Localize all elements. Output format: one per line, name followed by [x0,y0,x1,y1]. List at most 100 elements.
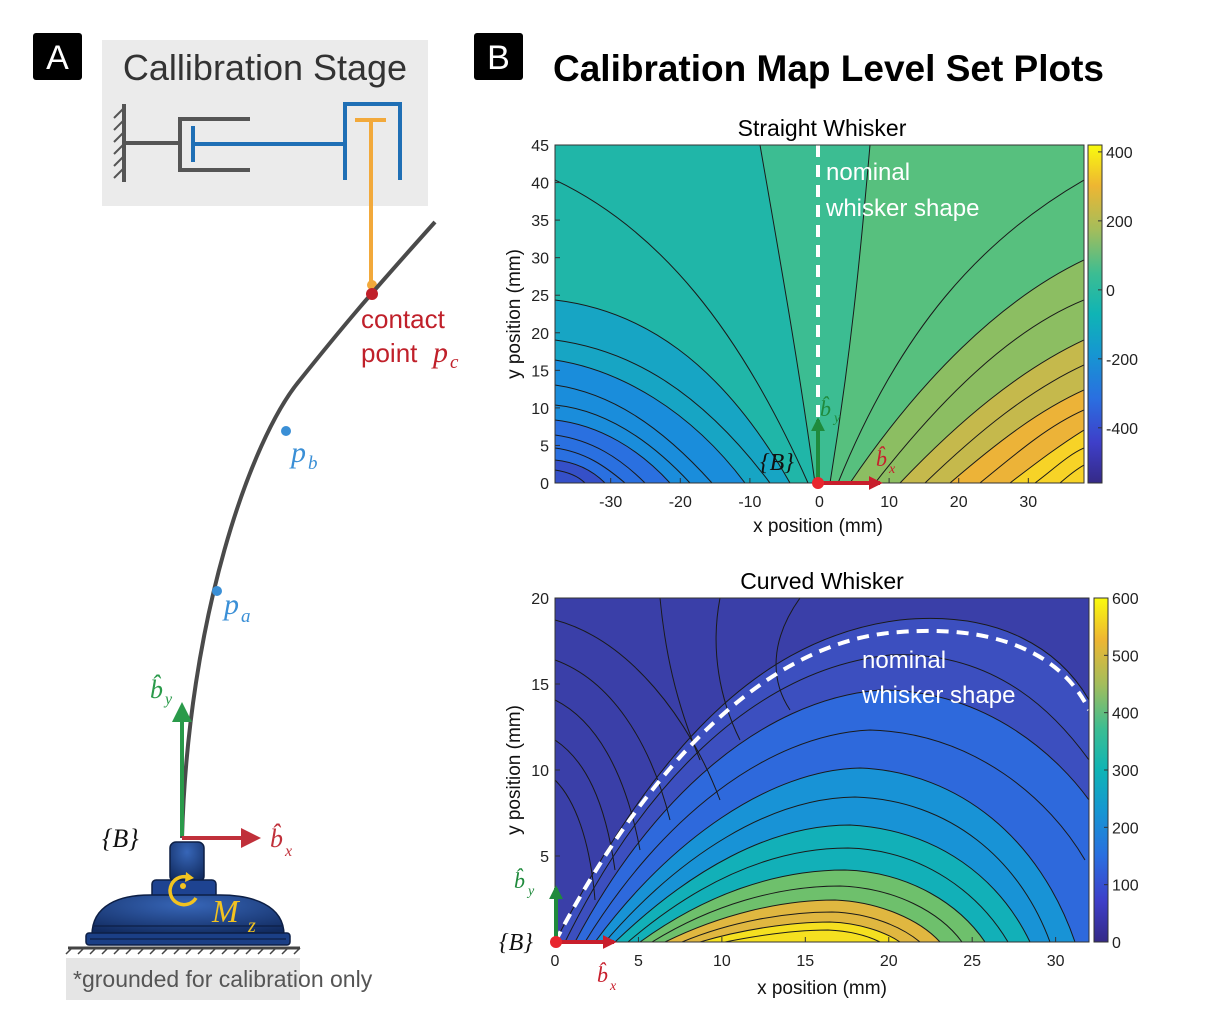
y-tick-label: 10 [531,763,549,780]
pa-subscript: a [241,606,251,627]
x-tick-label: 10 [713,953,731,970]
y-tick-label: 45 [531,138,549,155]
chart1-by-subscript: y [832,411,841,426]
chart1-origin-dot [812,477,824,489]
y-tick-label: 5 [540,438,549,455]
footnote-text: *grounded for calibration only [73,966,373,992]
chart2-xlabel: x position (mm) [757,978,887,999]
chart1-by-label: b̂ [820,396,831,421]
colorbar-tick-label: 200 [1112,820,1139,837]
panel-a-badge [33,33,82,80]
chart2-by-subscript: y [526,884,535,899]
x-tick-label: -30 [599,494,622,511]
pc-label: p [431,336,448,369]
y-tick-label: 30 [531,251,549,268]
sensor-base [85,841,291,946]
panel-b-badge-text: B [487,39,510,77]
chart2-y-ticks: 5 10 15 20 [531,591,560,866]
y-tick-label: 15 [531,677,549,694]
calibration-stage-title: Callibration Stage [123,47,407,88]
x-tick-label: 30 [1047,953,1065,970]
pc-subscript: c [450,352,459,373]
chart1-heatmap [555,145,1084,483]
pa-label: p [222,588,239,621]
chart1-colorbar-ticks: 400 200 0 -200 -400 [1098,145,1138,438]
y-tick-label: 15 [531,363,549,380]
chart1-x-ticks: -30 -20 -10 0 10 20 30 [599,478,1037,511]
stage-orange-probe [355,118,386,283]
x-tick-label: 5 [634,953,643,970]
colorbar-tick-label: 600 [1112,591,1139,608]
contact-point-marker [366,288,378,300]
panel-a: A Callibration Stage contact point p [33,33,459,1000]
y-tick-label: 25 [531,288,549,305]
bx-subscript-a: x [284,843,292,860]
chart1-bx-label: b̂ [876,446,887,471]
chart-straight-whisker: Straight Whisker [504,115,1138,537]
panel-b-title: Calibration Map Level Set Plots [553,48,1104,89]
stage-blue-rail [191,102,402,180]
x-tick-label: 20 [950,494,968,511]
chart1-y-ticks: 0 5 10 15 20 25 30 35 40 45 [531,138,560,493]
x-tick-label: 0 [815,494,824,511]
x-tick-label: 30 [1019,494,1037,511]
point-pa-marker [212,586,222,596]
chart2-ylabel: y position (mm) [504,705,525,835]
footnote-box [66,958,300,1000]
chart1-title: Straight Whisker [738,115,907,141]
contact-label-line2: point [361,338,418,368]
chart1-overlay-line2: whisker shape [825,195,979,222]
contact-label-line1: contact [361,304,446,334]
y-tick-label: 5 [540,849,549,866]
y-tick-label: 40 [531,176,549,193]
colorbar-tick-label: 400 [1106,145,1133,162]
x-tick-label: 15 [796,953,814,970]
colorbar-tick-label: 500 [1112,648,1139,665]
x-tick-label: -10 [738,494,761,511]
chart2-heatmap [555,598,1089,942]
colorbar-tick-label: -400 [1106,421,1138,438]
chart2-frame-label: {B} [499,930,533,956]
y-tick-label: 20 [531,591,549,608]
colorbar-tick-label: 100 [1112,878,1139,895]
pb-label: p [289,436,306,469]
y-tick-label: 35 [531,213,549,230]
stage-gray-bracket [124,117,250,172]
by-label-a: b̂ [150,675,163,704]
moment-arrow-icon [168,872,198,907]
chart2-x-ticks: 0 5 10 15 20 25 30 [551,937,1065,970]
chart-curved-whisker: Curved Whisker [499,568,1139,999]
chart2-bx-subscript: x [609,979,617,994]
x-tick-label: 10 [880,494,898,511]
chart2-title: Curved Whisker [740,568,904,594]
pb-subscript: b [308,453,318,474]
chart2-nominal-shape [555,628,1089,942]
chart2-overlay-line1: nominal [862,647,946,674]
chart1-bx-subscript: x [888,462,896,477]
chart1-colorbar [1087,144,1103,484]
chart2-colorbar-ticks: 600 500 400 300 200 100 0 [1104,591,1139,952]
calibration-stage-box [102,40,428,206]
chart2-overlay-line2: whisker shape [861,682,1015,709]
colorbar-tick-label: 400 [1112,706,1139,723]
moment-label: M [211,893,241,929]
chart1-ylabel: y position (mm) [504,249,525,379]
chart1-frame-label: {B} [760,450,794,476]
chart2-origin-dot [550,936,562,948]
panel-b: B Calibration Map Level Set Plots Straig… [474,33,1139,999]
colorbar-tick-label: 0 [1112,935,1121,952]
y-tick-label: 10 [531,401,549,418]
chart2-by-label: b̂ [514,868,525,893]
moment-subscript: z [247,915,256,937]
x-tick-label: 25 [963,953,981,970]
panel-b-badge [474,33,523,80]
panel-a-badge-text: A [46,39,69,77]
x-tick-label: 0 [551,953,560,970]
x-tick-label: 20 [880,953,898,970]
bx-label-a: b̂ [270,824,283,853]
y-tick-label: 20 [531,326,549,343]
by-subscript-a: y [163,691,173,708]
ground-hatch-icon [65,946,301,955]
chart1-xlabel: x position (mm) [753,516,883,537]
